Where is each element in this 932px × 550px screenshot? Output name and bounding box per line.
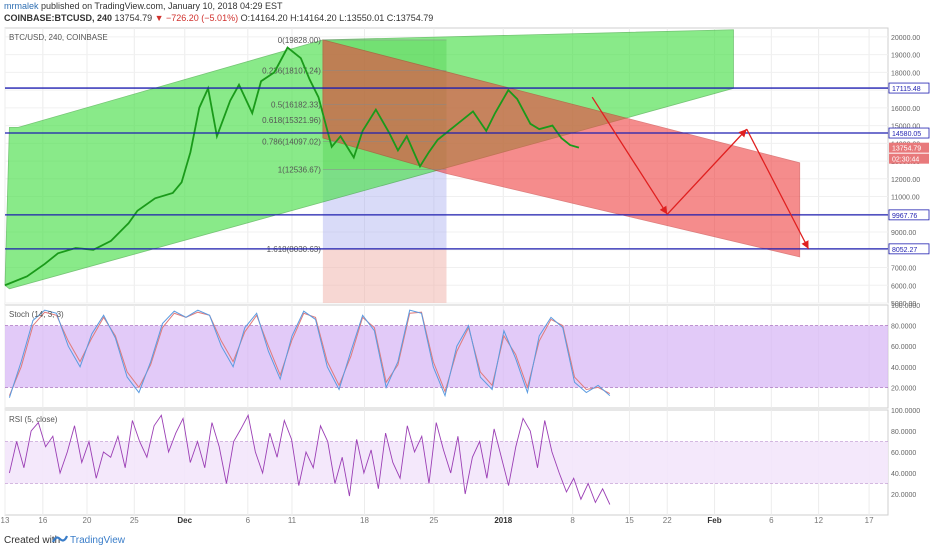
created-with-text: Created with — [4, 535, 61, 546]
rsi-pane: RSI (5, close) — [5, 413, 888, 505]
y-tick-label: 16000.00 — [891, 106, 920, 113]
y-tick-label: 5000.00 — [891, 301, 916, 308]
stoch-y-tick: 20.0000 — [891, 385, 916, 392]
trading-chart[interactable]: 0(19828.00) 0.236(18107.24) 0.5(16182.33) 0… — [0, 0, 932, 528]
y-tick-label: 7000.00 — [891, 266, 916, 273]
x-tick-label: 6 — [246, 516, 251, 525]
level-tag-label: 9967.76 — [892, 213, 917, 220]
y-tick-label: 9000.00 — [891, 230, 916, 237]
level-tag — [888, 209, 930, 221]
price-change: ▼ −726.20 (−5.01%) — [154, 13, 239, 23]
rsi-pane-title: RSI (5, close) — [9, 415, 58, 424]
projection-arrow — [591, 96, 668, 215]
price-tag — [889, 153, 929, 164]
x-tick-label: 12 — [814, 516, 823, 525]
price-tag — [889, 142, 929, 153]
price-pane-title: BTC/USD, 240, COINBASE — [9, 33, 108, 42]
ascending-channel — [4, 29, 734, 290]
fib-label: 0.5(16182.33) — [271, 101, 321, 110]
fib-box-bottom — [322, 249, 447, 303]
x-tick-label: Dec — [177, 516, 192, 525]
projection-arrow — [666, 128, 748, 215]
tradingview-logo-icon — [52, 535, 68, 543]
rsi-line — [8, 413, 611, 505]
fib-label: 0.236(18107.24) — [262, 66, 321, 75]
stoch-y-tick: 100.0000 — [891, 303, 920, 310]
publish-text: published on TradingView.com, January 10… — [41, 1, 283, 11]
x-tick-label: 17 — [865, 516, 874, 525]
y-tick-label: 15000.00 — [891, 124, 920, 131]
y-tick-label: 20000.00 — [891, 35, 920, 42]
symbol-label: COINBASE:BTCUSD, 240 — [4, 13, 113, 23]
rsi-y-tick: 20.0000 — [891, 492, 916, 499]
fib-label: 0.786(14097.02) — [262, 138, 321, 147]
x-tick-label: 18 — [360, 516, 369, 525]
level-tag — [888, 127, 930, 139]
rsi-band — [5, 441, 888, 484]
rsi-y-tick: 40.0000 — [891, 471, 916, 478]
stoch-y-tick: 40.0000 — [891, 365, 916, 372]
chart-header: mrmalek published on TradingView.com, Ja… — [0, 0, 932, 26]
level-tag-label: 17115.48 — [892, 86, 921, 93]
x-tick-label: 15 — [625, 516, 634, 525]
x-tick-label: Feb — [707, 516, 721, 525]
tradingview-brand[interactable]: TradingView — [70, 535, 126, 546]
x-tick-label: 13 — [1, 516, 10, 525]
price-tag-label: 02:30:44 — [892, 157, 919, 164]
y-tick-label: 6000.00 — [891, 283, 916, 290]
header-line-1: mrmalek published on TradingView.com, Ja… — [4, 1, 283, 12]
fib-label: 1(12536.67) — [278, 165, 321, 174]
stoch-band — [5, 325, 888, 388]
fib-label: 0.618(15321.96) — [262, 116, 321, 125]
author-link[interactable]: mrmalek — [4, 1, 39, 11]
y-tick-label: 12000.00 — [891, 177, 920, 184]
x-tick-label: 2018 — [494, 516, 512, 525]
chart-axes: 13 16 20 25 Dec 6 11 18 25 2018 8 15 22 Feb 6 12 17 20000… — [1, 35, 930, 525]
stoch-y-tick: 60.0000 — [891, 344, 916, 351]
level-tag — [888, 82, 930, 94]
stoch-pane-title: Stoch (14, 3, 3) — [9, 310, 64, 319]
stoch-pane: Stoch (14, 3, 3) — [5, 309, 888, 398]
level-tag-label: 8052.27 — [892, 247, 917, 254]
price-pane: 0(19828.00) 0.236(18107.24) 0.5(16182.33) 0… — [4, 29, 888, 303]
stoch-k-line — [8, 309, 611, 398]
x-tick-label: 25 — [130, 516, 139, 525]
price-line — [4, 46, 580, 287]
header-line-2: COINBASE:BTCUSD, 240 13754.79 ▼ −726.20 … — [4, 13, 433, 24]
fib-label: 0(19828.00) — [278, 36, 321, 45]
rsi-y-tick: 100.0000 — [891, 408, 920, 415]
y-tick-label: 19000.00 — [891, 53, 920, 60]
level-tag-label: 14580.05 — [892, 131, 921, 138]
fib-label: 1.618(8030.63) — [267, 245, 322, 254]
price-tag-label: 13754.79 — [892, 146, 921, 153]
x-tick-label: 20 — [83, 516, 92, 525]
stoch-y-tick: 80.0000 — [891, 324, 916, 331]
x-tick-label: 22 — [663, 516, 672, 525]
x-tick-label: 11 — [288, 516, 297, 525]
level-tag — [888, 243, 930, 255]
y-tick-label: 18000.00 — [891, 70, 920, 77]
ohlc-values: O:14164.20 H:14164.20 L:13550.01 C:13754… — [240, 13, 434, 23]
footer: Created with TradingView — [0, 528, 932, 550]
last-price: 13754.79 — [114, 13, 153, 23]
x-tick-label: 8 — [570, 516, 575, 525]
rsi-y-tick: 60.0000 — [891, 450, 916, 457]
rsi-y-tick: 80.0000 — [891, 429, 916, 436]
y-tick-label: 11000.00 — [891, 195, 920, 202]
projection-arrow — [746, 128, 810, 250]
x-tick-label: 6 — [769, 516, 774, 525]
x-tick-label: 25 — [429, 516, 438, 525]
x-tick-label: 16 — [38, 516, 47, 525]
